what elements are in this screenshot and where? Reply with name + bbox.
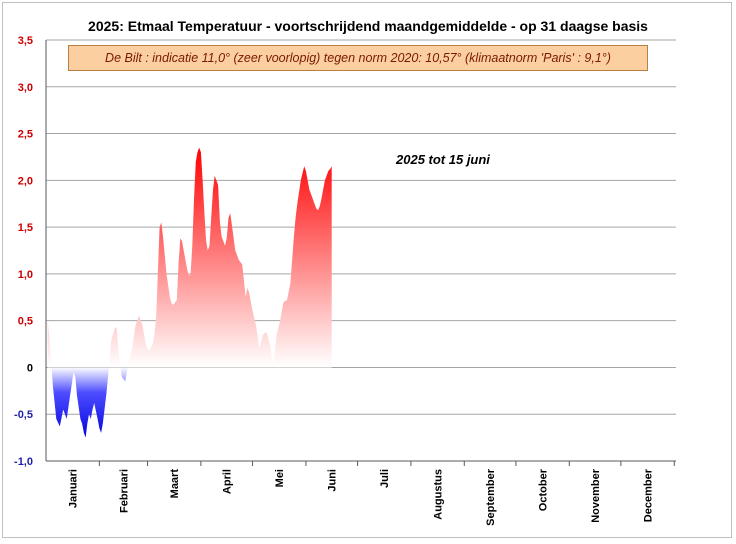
y-tick-label: 0 bbox=[27, 362, 33, 374]
x-tick-label: Juli bbox=[379, 469, 391, 488]
y-tick-label: -0,5 bbox=[14, 409, 33, 421]
x-tick-label: Maart bbox=[169, 469, 181, 499]
x-tick-label: October bbox=[538, 468, 550, 511]
y-tick-label: 3,5 bbox=[18, 35, 33, 47]
x-tick-label: December bbox=[643, 468, 655, 522]
y-tick-label: 1,5 bbox=[18, 222, 33, 234]
x-tick-label: Februari bbox=[119, 469, 131, 513]
x-tick-label: November bbox=[590, 468, 602, 523]
x-tick-label: Mei bbox=[274, 469, 286, 487]
y-tick-label: -1,0 bbox=[14, 456, 33, 468]
chart-annotation: 2025 tot 15 juni bbox=[396, 152, 490, 167]
y-tick-label: 2,0 bbox=[18, 175, 33, 187]
x-tick-label: Juni bbox=[327, 469, 339, 492]
chart-subtitle: De Bilt : indicatie 11,0° (zeer voorlopi… bbox=[68, 45, 648, 71]
x-tick-label: September bbox=[485, 468, 497, 526]
x-tick-label: Augustus bbox=[433, 469, 445, 520]
y-tick-label: 3,0 bbox=[18, 82, 33, 94]
series-area-positive bbox=[47, 147, 332, 367]
y-tick-label: 0,5 bbox=[18, 316, 33, 328]
chart-title: 2025: Etmaal Temperatuur - voortschrijde… bbox=[88, 18, 648, 34]
x-tick-label: Januari bbox=[68, 469, 80, 508]
y-tick-label: 2,5 bbox=[18, 129, 33, 141]
series-area-negative bbox=[47, 367, 332, 438]
y-tick-label: 1,0 bbox=[18, 269, 33, 281]
chart-frame bbox=[2, 2, 732, 538]
x-tick-label: April bbox=[222, 469, 234, 494]
